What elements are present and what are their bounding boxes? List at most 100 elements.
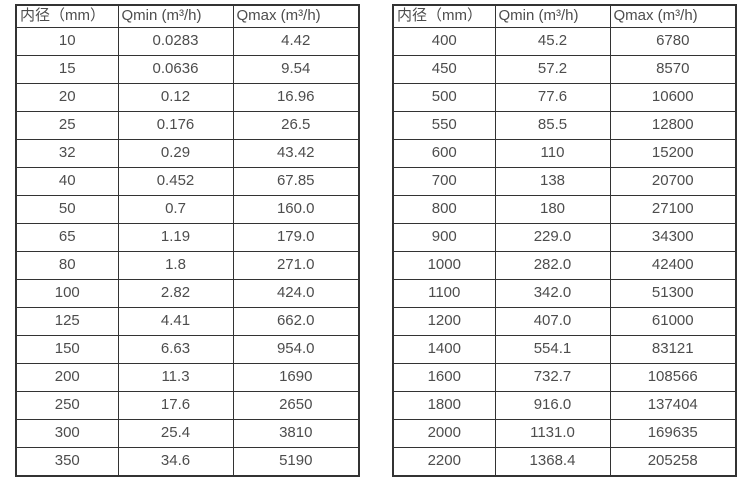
table-cell: 137404	[609, 390, 737, 420]
table-row: 500 77.6 10600	[392, 82, 737, 112]
table-cell: 83121	[609, 334, 737, 364]
table-cell: 26.5	[232, 110, 360, 140]
table-body: 400 45.2 6780 450 57.2 8570 500 77.6 10600 550 85.…	[392, 26, 737, 477]
table-row: 100 2.82 424.0	[15, 278, 360, 308]
table-cell: 0.452	[117, 166, 234, 196]
table-cell: 700	[392, 166, 496, 196]
table-cell: 16.96	[232, 82, 360, 112]
header-qmax: Qmax (m³/h)	[232, 4, 360, 28]
table-cell: 15	[15, 54, 119, 84]
table-cell: 916.0	[494, 390, 611, 420]
table-cell: 5190	[232, 446, 360, 477]
table-row: 1800 916.0 137404	[392, 390, 737, 420]
table-cell: 250	[15, 390, 119, 420]
table-cell: 300	[15, 418, 119, 448]
table-cell: 800	[392, 194, 496, 224]
table-cell: 11.3	[117, 362, 234, 392]
table-row: 900 229.0 34300	[392, 222, 737, 252]
table-cell: 57.2	[494, 54, 611, 84]
table-cell: 600	[392, 138, 496, 168]
table-cell: 271.0	[232, 250, 360, 280]
table-row: 550 85.5 12800	[392, 110, 737, 140]
table-row: 150 6.63 954.0	[15, 334, 360, 364]
table-cell: 1100	[392, 278, 496, 308]
table-cell: 1400	[392, 334, 496, 364]
table-cell: 0.0283	[117, 26, 234, 56]
table-cell: 6780	[609, 26, 737, 56]
table-cell: 51300	[609, 278, 737, 308]
table-row: 15 0.0636 9.54	[15, 54, 360, 84]
table-cell: 110	[494, 138, 611, 168]
table-cell: 32	[15, 138, 119, 168]
table-cell: 10	[15, 26, 119, 56]
table-cell: 0.7	[117, 194, 234, 224]
table-cell: 45.2	[494, 26, 611, 56]
table-cell: 1690	[232, 362, 360, 392]
table-cell: 67.85	[232, 166, 360, 196]
table-cell: 0.176	[117, 110, 234, 140]
table-cell: 160.0	[232, 194, 360, 224]
table-cell: 17.6	[117, 390, 234, 420]
table-cell: 0.29	[117, 138, 234, 168]
table-row: 350 34.6 5190	[15, 446, 360, 477]
table-cell: 20	[15, 82, 119, 112]
table-cell: 34.6	[117, 446, 234, 477]
table-row: 400 45.2 6780	[392, 26, 737, 56]
table-cell: 80	[15, 250, 119, 280]
table-row: 700 138 20700	[392, 166, 737, 196]
table-cell: 8570	[609, 54, 737, 84]
table-cell: 10600	[609, 82, 737, 112]
table-cell: 43.42	[232, 138, 360, 168]
table-cell: 40	[15, 166, 119, 196]
table-cell: 200	[15, 362, 119, 392]
table-cell: 4.41	[117, 306, 234, 336]
table-cell: 2200	[392, 446, 496, 477]
header-qmin: Qmin (m³/h)	[494, 4, 611, 28]
table-cell: 1800	[392, 390, 496, 420]
table-cell: 85.5	[494, 110, 611, 140]
table-row: 2200 1368.4 205258	[392, 446, 737, 477]
table-cell: 2650	[232, 390, 360, 420]
table-cell: 550	[392, 110, 496, 140]
table-cell: 42400	[609, 250, 737, 280]
table-cell: 180	[494, 194, 611, 224]
table-cell: 732.7	[494, 362, 611, 392]
table-cell: 0.0636	[117, 54, 234, 84]
table-row: 200 11.3 1690	[15, 362, 360, 392]
table-cell: 4.42	[232, 26, 360, 56]
table-cell: 229.0	[494, 222, 611, 252]
table-cell: 61000	[609, 306, 737, 336]
table-row: 1200 407.0 61000	[392, 306, 737, 336]
table-cell: 50	[15, 194, 119, 224]
table-row: 2000 1131.0 169635	[392, 418, 737, 448]
table-cell: 77.6	[494, 82, 611, 112]
table-cell: 108566	[609, 362, 737, 392]
table-row: 125 4.41 662.0	[15, 306, 360, 336]
table-cell: 1.19	[117, 222, 234, 252]
table-cell: 27100	[609, 194, 737, 224]
table-cell: 554.1	[494, 334, 611, 364]
header-qmin: Qmin (m³/h)	[117, 4, 234, 28]
table-cell: 1.8	[117, 250, 234, 280]
table-cell: 407.0	[494, 306, 611, 336]
table-cell: 65	[15, 222, 119, 252]
header-row: 内径（mm） Qmin (m³/h) Qmax (m³/h)	[15, 4, 360, 28]
table-row: 800 180 27100	[392, 194, 737, 224]
table-row: 65 1.19 179.0	[15, 222, 360, 252]
table-cell: 350	[15, 446, 119, 477]
table-cell: 100	[15, 278, 119, 308]
table-cell: 1000	[392, 250, 496, 280]
table-cell: 1600	[392, 362, 496, 392]
table-cell: 900	[392, 222, 496, 252]
table-cell: 342.0	[494, 278, 611, 308]
table-cell: 138	[494, 166, 611, 196]
table-row: 10 0.0283 4.42	[15, 26, 360, 56]
table-cell: 424.0	[232, 278, 360, 308]
table-row: 250 17.6 2650	[15, 390, 360, 420]
table-cell: 500	[392, 82, 496, 112]
table-row: 600 110 15200	[392, 138, 737, 168]
table-row: 40 0.452 67.85	[15, 166, 360, 196]
flow-table-left: 内径（mm） Qmin (m³/h) Qmax (m³/h) 10 0.0283 4…	[15, 4, 360, 477]
header-qmax: Qmax (m³/h)	[609, 4, 737, 28]
